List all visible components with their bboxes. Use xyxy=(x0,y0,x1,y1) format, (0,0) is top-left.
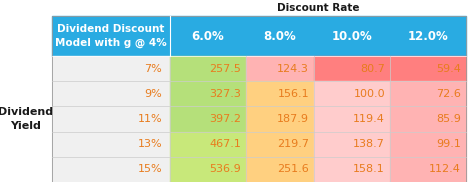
Text: 10.0%: 10.0% xyxy=(332,29,372,43)
Bar xyxy=(314,157,390,182)
Bar xyxy=(390,56,466,81)
Bar xyxy=(246,81,314,106)
Text: Dividend Discount
Model with g @ 4%: Dividend Discount Model with g @ 4% xyxy=(55,24,167,48)
Text: 100.0: 100.0 xyxy=(353,89,385,99)
Bar xyxy=(52,16,466,56)
Bar xyxy=(170,56,246,81)
Text: 11%: 11% xyxy=(137,114,162,124)
Bar xyxy=(390,81,466,106)
Bar xyxy=(246,56,314,81)
Bar xyxy=(314,106,390,132)
Text: 257.5: 257.5 xyxy=(209,64,241,74)
Text: 13%: 13% xyxy=(137,139,162,149)
Text: 536.9: 536.9 xyxy=(209,164,241,174)
Bar xyxy=(390,106,466,132)
Bar xyxy=(52,132,170,157)
Text: 156.1: 156.1 xyxy=(277,89,309,99)
Text: 8.0%: 8.0% xyxy=(264,29,297,43)
Bar xyxy=(0,0,470,16)
Bar xyxy=(314,132,390,157)
Text: 6.0%: 6.0% xyxy=(192,29,224,43)
Text: 80.7: 80.7 xyxy=(360,64,385,74)
Text: 124.3: 124.3 xyxy=(277,64,309,74)
Text: 7%: 7% xyxy=(144,64,162,74)
Bar xyxy=(52,56,170,81)
Bar xyxy=(170,132,246,157)
Bar xyxy=(314,56,390,81)
Text: 327.3: 327.3 xyxy=(209,89,241,99)
Bar xyxy=(52,157,170,182)
Text: 12.0%: 12.0% xyxy=(407,29,448,43)
Bar xyxy=(170,81,246,106)
Text: 187.9: 187.9 xyxy=(277,114,309,124)
Bar xyxy=(170,157,246,182)
Text: 99.1: 99.1 xyxy=(436,139,461,149)
Bar xyxy=(390,157,466,182)
Text: 112.4: 112.4 xyxy=(429,164,461,174)
Text: 251.6: 251.6 xyxy=(277,164,309,174)
Text: 158.1: 158.1 xyxy=(353,164,385,174)
Text: 72.6: 72.6 xyxy=(436,89,461,99)
Text: 59.4: 59.4 xyxy=(436,64,461,74)
Bar xyxy=(52,106,170,132)
Bar xyxy=(314,81,390,106)
Bar xyxy=(246,157,314,182)
Bar xyxy=(390,132,466,157)
Bar xyxy=(246,132,314,157)
Text: 138.7: 138.7 xyxy=(353,139,385,149)
Text: Discount Rate: Discount Rate xyxy=(277,3,359,13)
Bar xyxy=(170,106,246,132)
Text: Dividend
Yield: Dividend Yield xyxy=(0,107,54,131)
Text: 219.7: 219.7 xyxy=(277,139,309,149)
Bar xyxy=(52,16,466,182)
Text: 119.4: 119.4 xyxy=(353,114,385,124)
Text: 85.9: 85.9 xyxy=(436,114,461,124)
Bar xyxy=(246,106,314,132)
Text: 467.1: 467.1 xyxy=(209,139,241,149)
Text: 15%: 15% xyxy=(137,164,162,174)
Text: 9%: 9% xyxy=(144,89,162,99)
Bar xyxy=(52,81,170,106)
Text: 397.2: 397.2 xyxy=(209,114,241,124)
